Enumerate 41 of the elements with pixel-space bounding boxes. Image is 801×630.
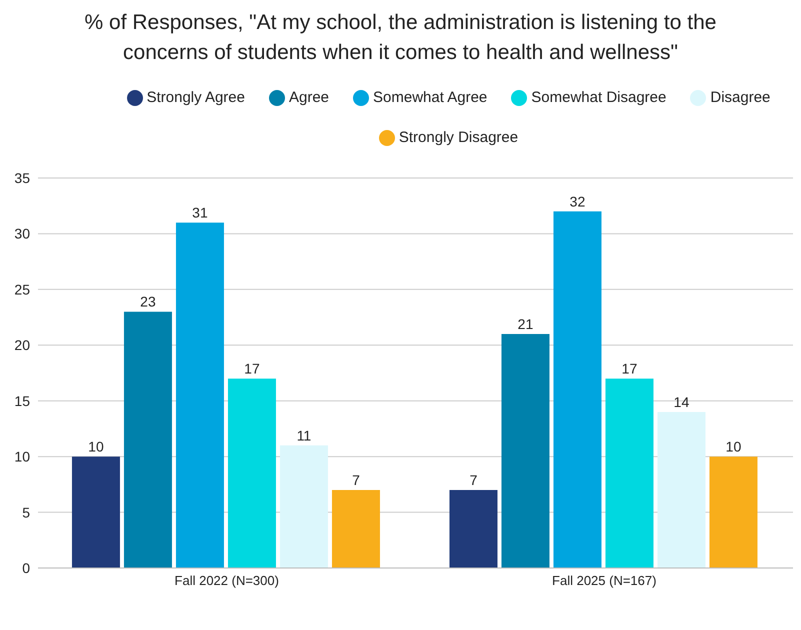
data-label: 7 bbox=[352, 472, 360, 488]
data-label: 14 bbox=[674, 394, 690, 410]
y-tick-label: 30 bbox=[14, 226, 30, 242]
bar bbox=[332, 490, 380, 568]
legend-label: Somewhat Disagree bbox=[531, 89, 666, 106]
legend-label: Somewhat Agree bbox=[373, 89, 488, 106]
bar bbox=[553, 211, 602, 568]
legend-label: Strongly Agree bbox=[146, 89, 245, 106]
data-label: 31 bbox=[192, 204, 208, 221]
legend-label: Strongly Disagree bbox=[398, 129, 518, 146]
data-label: 17 bbox=[622, 360, 638, 377]
data-label: 32 bbox=[570, 193, 586, 210]
bar bbox=[605, 378, 654, 568]
y-tick-label: 35 bbox=[14, 170, 30, 186]
data-label: 11 bbox=[296, 427, 312, 444]
y-tick-label: 15 bbox=[14, 392, 30, 409]
y-tick-label: 25 bbox=[14, 281, 30, 298]
data-label: 23 bbox=[140, 294, 156, 310]
bar bbox=[501, 334, 550, 568]
bar bbox=[228, 378, 276, 568]
bar bbox=[280, 445, 328, 568]
chart-title: % of Responses, "At my school, the administration is listening to the concerns of students when it comes to health and wellness" bbox=[84, 10, 718, 66]
y-tick-label: 5 bbox=[22, 504, 30, 520]
data-label: 17 bbox=[244, 360, 260, 377]
data-label: 10 bbox=[88, 438, 104, 455]
y-tick-label: 20 bbox=[14, 337, 30, 354]
bar bbox=[657, 412, 706, 568]
legend-label: Agree bbox=[289, 89, 330, 106]
bar bbox=[176, 222, 224, 568]
bar bbox=[124, 312, 172, 568]
bar bbox=[709, 456, 758, 568]
x-tick-label: Fall 2022 (N=300) bbox=[174, 573, 279, 588]
data-label: 10 bbox=[726, 438, 742, 455]
data-label: 7 bbox=[470, 472, 478, 488]
legend-label: Disagree bbox=[710, 89, 770, 106]
data-label: 21 bbox=[518, 316, 534, 332]
x-tick-label: Fall 2025 (N=167) bbox=[552, 573, 656, 588]
y-tick-label: 10 bbox=[14, 448, 30, 465]
bar bbox=[449, 490, 498, 568]
y-tick-label: 0 bbox=[22, 560, 30, 576]
bar bbox=[72, 456, 120, 568]
